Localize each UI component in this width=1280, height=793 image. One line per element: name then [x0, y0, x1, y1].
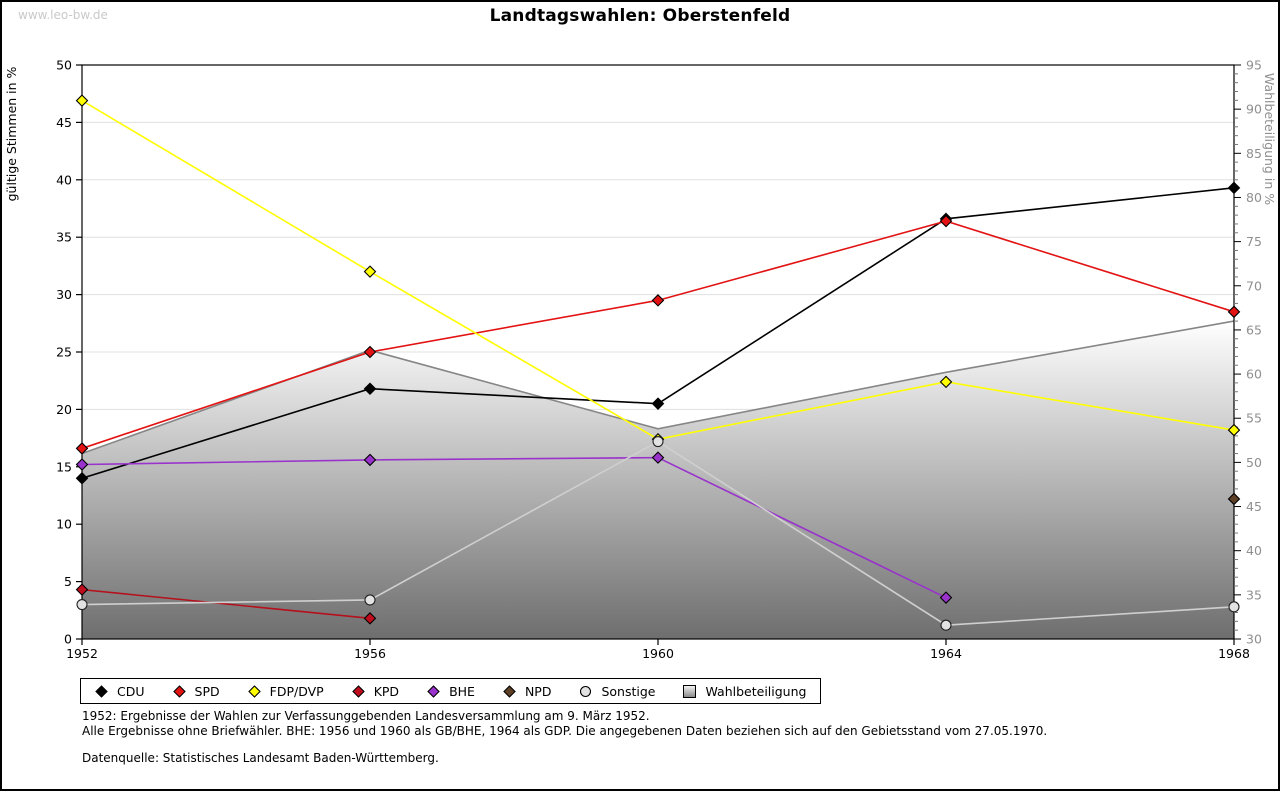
- series-line-KPD: [81, 588, 371, 620]
- svg-text:1968: 1968: [1218, 646, 1250, 661]
- svg-text:65: 65: [1246, 322, 1262, 337]
- series-markers-KPD: [75, 583, 377, 625]
- svg-text:1956: 1956: [354, 646, 386, 661]
- legend-label: SPD: [194, 683, 220, 699]
- svg-text:10: 10: [56, 517, 72, 532]
- svg-text:35: 35: [1246, 587, 1262, 602]
- legend: CDU SPD FDP/DVP KPD BHE NPD Sonstige Wahlbeteil…: [80, 678, 822, 704]
- svg-text:30: 30: [56, 287, 72, 302]
- series-area-Wahlbeteiligung: [81, 320, 1235, 639]
- legend-label: Sonstige: [601, 683, 656, 699]
- legend-marker-diamond: [95, 684, 108, 698]
- svg-text:85: 85: [1246, 146, 1262, 161]
- svg-text:90: 90: [1246, 102, 1262, 117]
- svg-text:50: 50: [56, 58, 72, 73]
- legend-marker-circle: [580, 685, 592, 697]
- svg-text:5: 5: [64, 574, 72, 589]
- legend-label: Wahlbeteiligung: [705, 683, 807, 699]
- svg-text:95: 95: [1246, 58, 1262, 73]
- legend-item-Wahlbeteiligung: Wahlbeteiligung: [683, 684, 806, 699]
- svg-text:75: 75: [1246, 234, 1262, 249]
- footnote-source: Datenquelle: Statistisches Landesamt Bad…: [82, 751, 439, 765]
- legend-marker-diamond: [503, 684, 516, 698]
- series-markers-FDPDVP: [75, 94, 1241, 446]
- svg-text:15: 15: [56, 459, 72, 474]
- legend-marker-diamond: [247, 684, 261, 698]
- svg-text:50: 50: [1246, 455, 1262, 470]
- page-title: Landtagswahlen: Oberstenfeld: [489, 6, 791, 26]
- legend-item-BHE: BHE: [427, 684, 475, 699]
- legend-item-NPD: NPD: [503, 683, 552, 699]
- legend-marker-area: [683, 684, 697, 698]
- series-markers-Sonstige: [76, 435, 1240, 631]
- legend-label: BHE: [449, 683, 475, 699]
- legend-label: NPD: [524, 683, 552, 699]
- series-line-BHE: [81, 456, 947, 599]
- series-markers-SPD: [75, 214, 1241, 455]
- svg-text:0: 0: [64, 632, 72, 647]
- legend-label: FDP/DVP: [269, 683, 324, 699]
- svg-text:45: 45: [1246, 499, 1262, 514]
- legend-marker-diamond: [172, 684, 186, 698]
- legend-marker-diamond: [351, 684, 365, 698]
- right-axis-title: Wahlbeteiligung in %: [1262, 73, 1277, 205]
- watermark: www.leo-bw.de: [18, 8, 108, 22]
- right-axis: 30 35 40 45 50 55 60 65 70 75 80 85 90 95Wahlbeteilig…: [1234, 58, 1277, 647]
- svg-text:30: 30: [1246, 632, 1262, 647]
- svg-text:60: 60: [1246, 367, 1262, 382]
- svg-text:1964: 1964: [930, 646, 962, 661]
- footnote-line: 1952: Ergebnisse der Wahlen zur Verfassu…: [82, 709, 650, 723]
- svg-text:40: 40: [56, 172, 72, 187]
- legend-item-Sonstige: Sonstige: [579, 684, 655, 699]
- svg-text:40: 40: [1246, 543, 1262, 558]
- svg-text:1952: 1952: [66, 646, 98, 661]
- left-axis: 0 5 10 15 20 25 30 35 40 45 50 gültige Stimmen in %: [4, 58, 82, 647]
- legend-item-FDPDVP: FDP/DVP: [247, 683, 324, 699]
- legend-label: CDU: [117, 683, 145, 699]
- svg-text:35: 35: [56, 230, 72, 245]
- svg-text:20: 20: [56, 402, 72, 417]
- series-markers-BHE: [75, 451, 953, 604]
- x-axis: 1952 1956 1960 1964 1968: [66, 639, 1250, 661]
- svg-text:1960: 1960: [642, 646, 674, 661]
- legend-marker-diamond: [427, 684, 440, 698]
- legend-item-SPD: SPD: [172, 683, 220, 699]
- svg-text:25: 25: [56, 345, 72, 360]
- svg-text:45: 45: [56, 115, 72, 130]
- footnote-line: Alle Ergebnisse ohne Briefwähler. BHE: 1…: [82, 723, 1048, 738]
- svg-text:80: 80: [1246, 190, 1262, 205]
- legend-item-CDU: CDU: [95, 684, 145, 699]
- svg-text:55: 55: [1246, 411, 1262, 426]
- svg-text:70: 70: [1246, 278, 1262, 293]
- footnotes: 1952: Ergebnisse der Wahlen zur Verfassu…: [82, 709, 1047, 766]
- legend-label: KPD: [373, 683, 400, 699]
- legend-item-KPD: KPD: [351, 683, 400, 699]
- left-axis-title: gültige Stimmen in %: [4, 66, 19, 201]
- series-markers-NPD: [1227, 492, 1241, 506]
